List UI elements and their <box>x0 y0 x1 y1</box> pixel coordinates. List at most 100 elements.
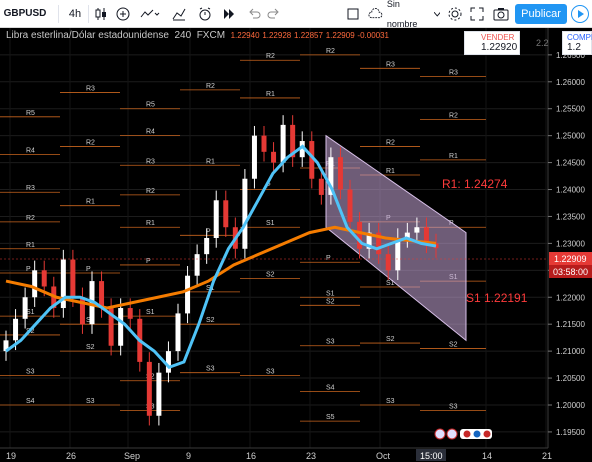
pivot-label: R3 <box>386 61 395 68</box>
legend-low: 1.22857 <box>294 31 323 40</box>
play-button[interactable] <box>571 5 589 23</box>
layout-button[interactable] <box>344 4 362 24</box>
candle-body <box>41 270 47 287</box>
current-price-badge <box>549 252 592 265</box>
chevron-down-icon <box>433 11 440 17</box>
pivot-label: S3 <box>86 398 95 405</box>
replay-button[interactable] <box>220 4 238 24</box>
cloud-icon <box>368 8 383 19</box>
candle-body <box>347 189 353 222</box>
candle-body <box>185 275 191 314</box>
sell-button[interactable]: VENDER 1.22920 <box>464 31 520 55</box>
camera-icon <box>493 8 509 21</box>
alert-button[interactable] <box>196 4 214 24</box>
s1-annotation[interactable]: S1 1.22191 <box>466 291 528 305</box>
sell-label: VENDER <box>481 33 515 42</box>
candle-body <box>194 254 200 276</box>
buy-button[interactable]: COMPR 1.2 <box>562 31 592 55</box>
price-chart[interactable]: R5R4R3R2R1PS1S2S3S4R3R2R1PS1S2S3R5R4R3R2… <box>0 28 592 462</box>
price-tick-label: 1.26500 <box>556 51 585 60</box>
bar-countdown: 03:58:00 <box>553 267 588 277</box>
candle-body <box>242 178 248 249</box>
pivot-label: S1 <box>266 220 275 227</box>
redo-icon <box>267 8 279 19</box>
compare-button[interactable] <box>114 4 132 24</box>
pivot-label: P <box>146 258 151 265</box>
symbol-search[interactable]: GBPUSD <box>4 4 47 24</box>
chart-lines-icon <box>172 8 186 21</box>
square-icon <box>347 8 359 20</box>
redo-button[interactable] <box>266 4 282 24</box>
candle-body <box>118 308 124 346</box>
pivot-label: S2 <box>86 344 95 351</box>
publish-button[interactable]: Publicar <box>515 4 567 24</box>
candle-body <box>22 297 28 319</box>
pivot-label: P <box>86 266 91 273</box>
pivot-label: S1 <box>326 290 335 297</box>
pivot-label: S2 <box>206 317 215 324</box>
flag-gb-icon[interactable] <box>434 428 446 440</box>
divider <box>88 5 89 23</box>
settings-button[interactable] <box>446 4 464 24</box>
undo-button[interactable] <box>246 4 262 24</box>
price-tick-label: 1.26000 <box>556 78 585 87</box>
alarm-clock-icon <box>199 7 211 21</box>
price-scale[interactable] <box>548 28 592 448</box>
time-tick-label: 16 <box>246 451 256 461</box>
pivot-label: R1 <box>26 242 35 249</box>
time-scale[interactable] <box>0 448 592 462</box>
top-toolbar: GBPUSD 4h Sin nombre Publicar <box>0 0 592 29</box>
legend-change: -0.00031 <box>357 31 390 40</box>
pivot-label: R1 <box>266 91 275 98</box>
time-ticks: 19 26 Sep 9 16 23 Oct 14 21 <box>6 451 552 461</box>
candle-body <box>156 372 162 416</box>
slow-moving-average[interactable] <box>5 225 437 310</box>
candle-body <box>395 238 401 271</box>
candle-body <box>223 200 229 228</box>
legend-close: 1.22909 <box>325 31 355 40</box>
candle-body <box>32 270 38 298</box>
legend-exchange: FXCM <box>196 30 226 41</box>
time-tick-label: 14 <box>482 451 492 461</box>
candle-body <box>376 232 382 255</box>
r1-annotation[interactable]: R1: 1.24274 <box>442 177 508 191</box>
interval-label: 4h <box>68 8 82 20</box>
pivot-label: R1 <box>386 168 395 175</box>
plus-circle-icon <box>116 7 130 21</box>
candle-body <box>165 351 171 373</box>
pivot-label: S1 <box>386 280 395 287</box>
pivot-label: R2 <box>206 83 215 90</box>
pivot-label: S2 <box>386 336 395 343</box>
fullscreen-icon <box>470 7 484 21</box>
pivot-label: R1 <box>206 158 215 165</box>
financials-button[interactable] <box>170 4 188 24</box>
candle-body <box>60 259 66 309</box>
gear-icon <box>448 7 462 21</box>
pivot-label: S2 <box>266 271 275 278</box>
pivot-label: R5 <box>26 110 35 117</box>
fast-moving-average[interactable] <box>5 144 437 370</box>
candle-body <box>299 141 305 158</box>
undo-icon <box>249 8 261 19</box>
indicators-button[interactable] <box>138 4 162 24</box>
pivot-label: R1 <box>449 153 458 160</box>
chart-legend[interactable]: Libra esterlina/Dólar estadounidense 240… <box>6 30 389 41</box>
pivot-label: S3 <box>266 368 275 375</box>
candle-type-button[interactable] <box>92 4 110 24</box>
pivot-label: S3 <box>206 366 215 373</box>
candle-body <box>414 227 420 233</box>
fullscreen-button[interactable] <box>468 4 486 24</box>
pivot-label: R2 <box>266 53 275 60</box>
cursor-time: 15:00 <box>420 451 443 461</box>
interval-button[interactable]: 4h <box>64 4 86 24</box>
candle-body <box>404 232 410 238</box>
legend-interval: 240 <box>174 30 192 41</box>
template-button[interactable]: Sin nombre <box>368 0 440 29</box>
candle-body <box>79 297 85 325</box>
flag-gb-icon[interactable] <box>446 428 458 440</box>
price-tick-label: 1.25500 <box>556 105 585 114</box>
event-flags[interactable] <box>434 428 492 440</box>
pivot-label: R2 <box>86 139 95 146</box>
candle-body <box>357 221 363 249</box>
snapshot-button[interactable] <box>492 4 510 24</box>
